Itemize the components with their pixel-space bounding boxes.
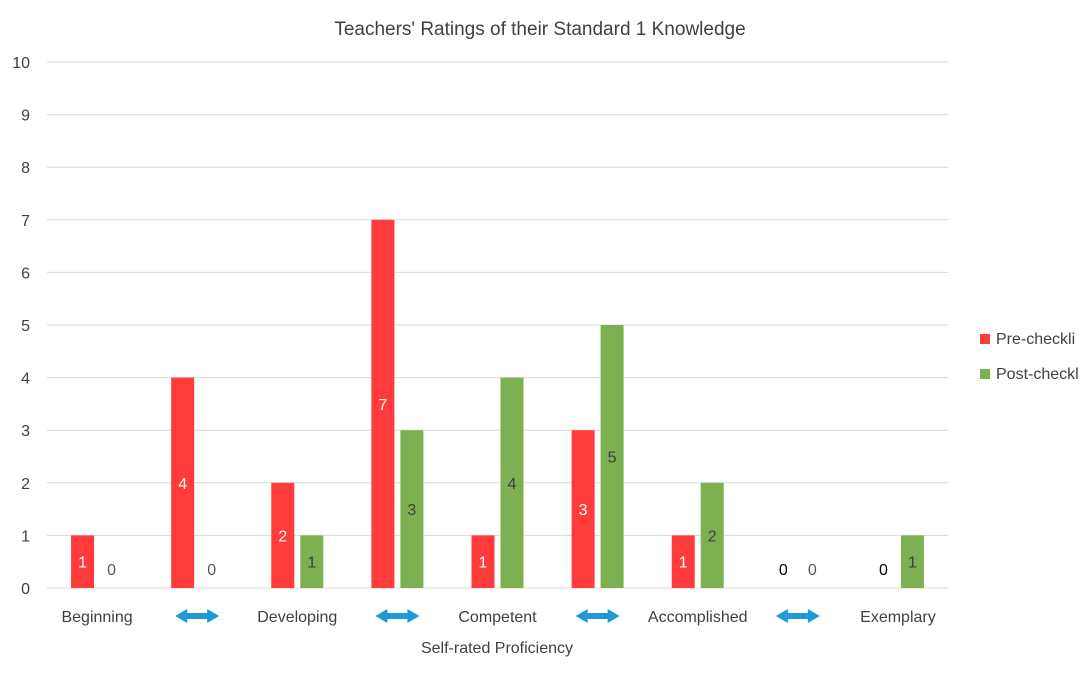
y-tick-label: 4	[21, 371, 30, 388]
y-tick-label: 7	[21, 213, 30, 230]
y-tick-label: 2	[21, 476, 30, 493]
x-tick-label: Developing	[257, 609, 337, 626]
bar	[300, 535, 324, 588]
bar-data-label: 1	[78, 555, 87, 572]
double-arrow-icon	[375, 609, 420, 623]
x-tick-label: Beginning	[61, 609, 132, 626]
bar-data-label: 4	[178, 476, 187, 493]
y-axis-ticks: 0 1 2 3 4 5 6 7 8 9 10	[12, 55, 30, 598]
y-tick-label: 0	[21, 581, 30, 598]
bar-data-label: 1	[908, 555, 917, 572]
bar-data-label: 5	[608, 450, 617, 467]
bar-data-label: 3	[579, 502, 588, 519]
bar	[671, 535, 695, 588]
bar	[400, 430, 424, 588]
y-tick-label: 5	[21, 318, 30, 335]
y-tick-label: 8	[21, 160, 30, 177]
x-axis-label: Self-rated Proficiency	[421, 640, 573, 657]
bar	[71, 535, 95, 588]
y-tick-label: 1	[21, 528, 30, 545]
bar-data-label: 1	[479, 555, 488, 572]
bar	[371, 219, 395, 589]
bar	[571, 430, 595, 588]
y-tick-label: 9	[21, 108, 30, 125]
bar-data-label: 2	[708, 528, 717, 545]
bar	[471, 535, 495, 588]
x-tick-label: Accomplished	[648, 609, 748, 626]
bar-data-label: 0	[879, 562, 888, 579]
bar-data-label: 1	[307, 555, 316, 572]
bar-data-labels: 1 4 2 7 1 3 1 0 0 0 0 1 3 4 5 2 0 1	[78, 397, 917, 579]
double-arrow-icon	[575, 609, 620, 623]
bar	[700, 482, 724, 588]
x-tick-label: Competent	[458, 609, 537, 626]
double-arrow-icon	[775, 609, 820, 623]
y-tick-label: 3	[21, 423, 30, 440]
legend: Pre-checkli Post-checkl	[980, 331, 1079, 383]
legend-label: Pre-checkli	[996, 331, 1075, 348]
legend-swatch	[980, 334, 990, 344]
bar-data-label: 4	[508, 476, 517, 493]
double-arrow-icon	[175, 609, 220, 623]
bar	[500, 377, 524, 588]
bar	[171, 377, 195, 588]
bar	[600, 325, 624, 588]
bar-data-label: 1	[679, 555, 688, 572]
y-tick-label: 10	[12, 55, 30, 72]
legend-swatch	[980, 369, 990, 379]
x-axis-ticks: Beginning Developing Competent Accomplished…	[61, 609, 936, 626]
legend-label: Post-checkl	[996, 366, 1079, 383]
bar-data-label: 0	[779, 562, 788, 579]
y-tick-label: 6	[21, 265, 30, 282]
bar-data-label: 7	[378, 397, 387, 414]
x-tick-label: Exemplary	[860, 609, 936, 626]
bar-data-label: 3	[407, 502, 416, 519]
bar	[271, 482, 295, 588]
bars	[71, 219, 924, 589]
bar-data-label: 0	[808, 562, 817, 579]
bar-data-label: 2	[278, 528, 287, 545]
bar	[900, 535, 924, 588]
chart-title: Teachers' Ratings of their Standard 1 Kn…	[334, 19, 745, 40]
gridlines	[47, 61, 948, 589]
bar-data-label: 0	[107, 562, 116, 579]
bar-data-label: 0	[207, 562, 216, 579]
